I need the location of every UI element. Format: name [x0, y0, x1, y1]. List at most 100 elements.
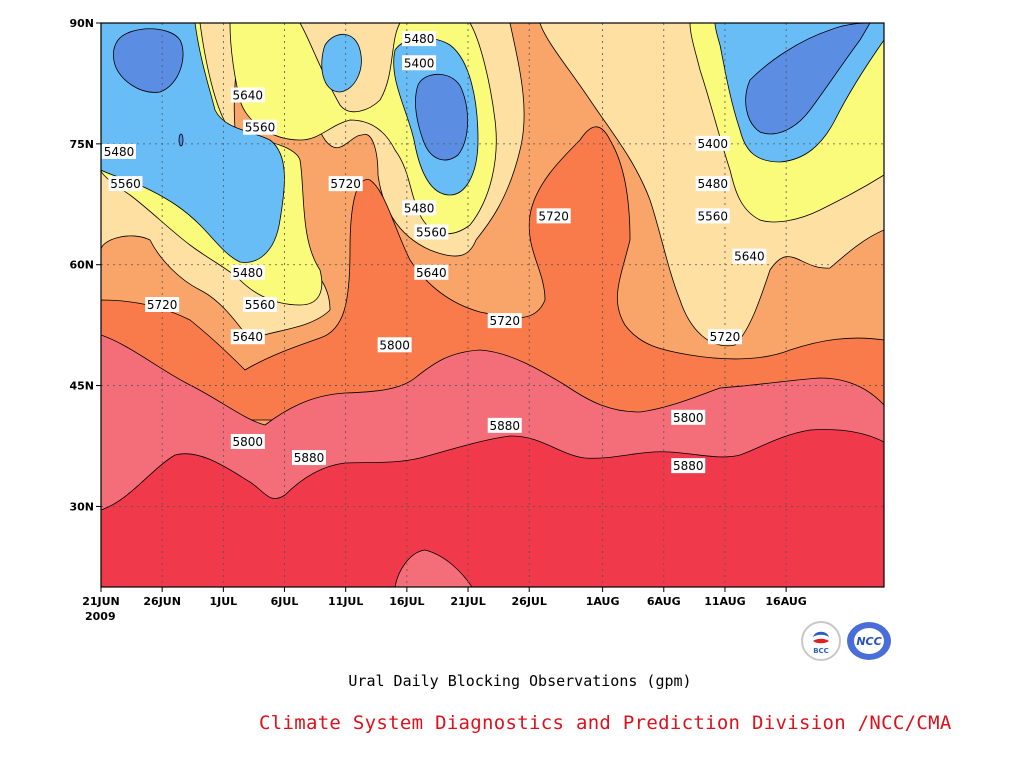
contour-label: 5480 [230, 264, 265, 280]
contour-label-bg [230, 433, 265, 449]
contour-label-text: 5720 [489, 314, 520, 328]
contour-label-bg [707, 329, 742, 345]
contour-label-text: 5400 [404, 56, 435, 70]
contour-label: 5880 [487, 417, 522, 433]
contour-label-text: 5720 [710, 330, 741, 344]
contour-label: 5560 [243, 297, 278, 312]
x-tick-label: 16JUL [389, 595, 424, 608]
contour-label-bg [671, 458, 706, 474]
contour-label-bg [695, 135, 730, 151]
contour-label-text: 5560 [697, 209, 728, 223]
contour-label: 5480 [402, 200, 437, 216]
contour-label-text: 5720 [538, 209, 569, 223]
bcc-logo: BCC [801, 621, 841, 661]
contour-label-text: 5800 [379, 338, 410, 352]
contour-label: 5400 [402, 55, 437, 71]
contour-label: 5640 [414, 264, 449, 280]
contour-label: 5800 [377, 337, 412, 353]
contour-label: 5640 [230, 87, 265, 103]
contour-label-text: 5560 [245, 121, 276, 135]
contour-label-bg [243, 297, 278, 312]
contour-labels: 5480 5400 5640 5560 5480 5560 5720 5480 5720 5560… [102, 31, 767, 474]
contour-label-text: 5400 [697, 137, 728, 151]
contour-label-bg [487, 313, 522, 329]
y-tick-label: 90N [69, 17, 94, 30]
contour-label-text: 5880 [673, 459, 704, 473]
x-tick-label: 11JUL [328, 595, 363, 608]
x-axis: 21JUN 26JUN 1JUL 6JUL 11JUL 16JUL 21JUL 26JUL 1A… [82, 587, 807, 608]
x-tick-label: 21JUL [450, 595, 485, 608]
contour-label-bg [671, 409, 706, 425]
fill-below-5400 [415, 73, 468, 161]
fill-below-5400 [178, 133, 184, 147]
contour-label-text: 5480 [404, 201, 435, 215]
contour-label-bg [230, 329, 265, 345]
contour-label-text: 5480 [104, 145, 135, 159]
y-tick-label: 30N [69, 500, 94, 513]
contour-fills [101, 23, 884, 587]
contour-label-text: 5480 [233, 266, 264, 280]
contour-label: 5560 [243, 119, 278, 135]
contour-label: 5720 [328, 176, 363, 192]
svg-text:BCC: BCC [813, 647, 829, 655]
contour-label: 5720 [487, 313, 522, 329]
contour-label-text: 5640 [233, 89, 264, 103]
contour-label-bg [695, 176, 730, 192]
contour-label-text: 5800 [233, 435, 264, 449]
contour-label-text: 5880 [294, 451, 325, 465]
fill-5800-5880 [394, 549, 473, 587]
x-tick-label: 16AUG [765, 595, 806, 608]
chart-caption: Ural Daily Blocking Observations (gpm) [348, 672, 692, 690]
x-tick-label: 1JUL [209, 595, 237, 608]
y-tick-label: 75N [69, 138, 94, 151]
contour-label: 5480 [695, 176, 730, 192]
x-tick-label: 21JUN [82, 595, 120, 608]
fill-5720-5800 [101, 126, 884, 421]
contour-label: 5800 [230, 433, 265, 449]
contour-label: 5560 [414, 224, 449, 240]
y-tick-label: 45N [69, 380, 94, 393]
x-tick-label: 26JUL [512, 595, 547, 608]
contour-label: 5480 [102, 143, 136, 159]
x-tick-label: 6AUG [647, 595, 681, 608]
x-axis-year-label: 2009 [85, 610, 116, 623]
contour-label-bg [243, 119, 278, 135]
contour-label-bg [108, 176, 143, 192]
plot-frame [100, 22, 885, 588]
contour-label-text: 5560 [110, 177, 141, 191]
contour-label-text: 5480 [404, 32, 435, 46]
contour-label-bg [695, 208, 730, 224]
contour-label-bg [102, 143, 136, 159]
x-tick-label: 1AUG [586, 595, 620, 608]
contour-label-bg [328, 176, 363, 192]
contour-label: 5880 [291, 450, 326, 466]
y-tick-label: 60N [69, 259, 94, 272]
contour-label-bg [414, 224, 449, 240]
contour-label-bg [414, 264, 449, 280]
contour-label-bg [402, 31, 437, 47]
contour-label: 5560 [108, 176, 143, 192]
contour-label: 5400 [695, 135, 730, 151]
x-tick-label: 6JUL [271, 595, 299, 608]
contour-label-bg [536, 208, 571, 224]
contour-label-bg [230, 264, 265, 280]
contour-label-text: 5640 [734, 250, 765, 264]
x-tick-label: 26JUN [143, 595, 181, 608]
fill-below-5400 [745, 23, 871, 135]
contour-label: 5480 [402, 31, 437, 47]
contour-label: 5640 [732, 248, 767, 264]
contour-label: 5800 [671, 409, 706, 425]
grid [101, 23, 884, 587]
contour-label-text: 5560 [416, 225, 447, 239]
contour-label: 5640 [230, 329, 265, 345]
credit-text: Climate System Diagnostics and Predictio… [259, 712, 952, 734]
svg-text:NCC: NCC [856, 635, 881, 648]
contour-label-text: 5480 [697, 177, 728, 191]
contour-label-bg [487, 417, 522, 433]
contour-label-bg [145, 297, 180, 312]
x-tick-label: 11AUG [704, 595, 745, 608]
contour-label-text: 5640 [233, 330, 264, 344]
ncc-logo: NCC [847, 622, 891, 660]
contour-label-bg [402, 200, 437, 216]
